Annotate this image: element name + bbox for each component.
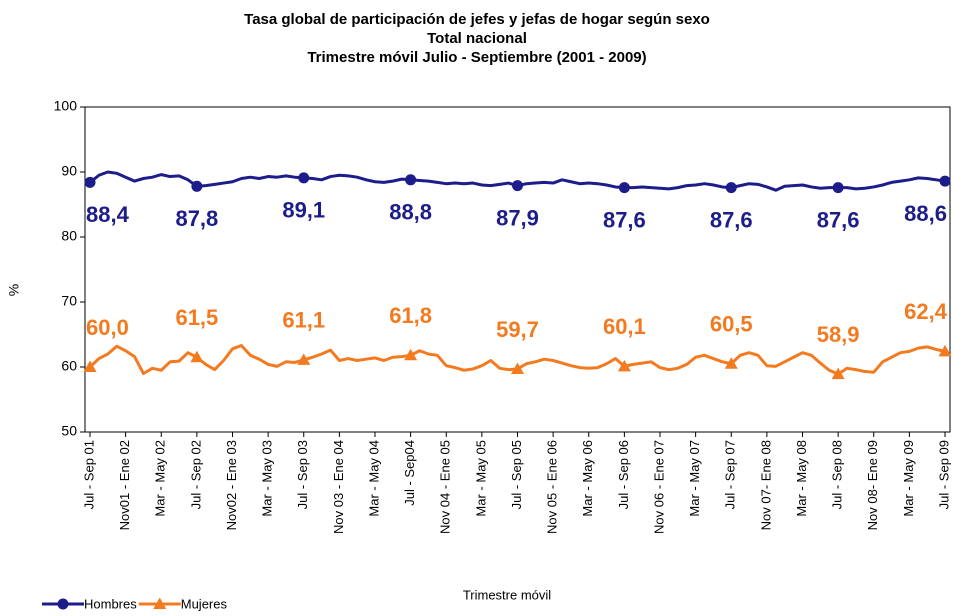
x-tick-label: Nov 08- Ene 09 [865,440,880,530]
x-tick-label: Jul - Sep 08 [830,440,845,509]
data-point [191,180,203,192]
data-point [190,350,204,363]
x-tick-label: Mar - May 05 [473,440,488,517]
chart-title: Tasa global de participación de jefes y … [244,11,710,28]
legend-label: Mujeres [181,596,228,611]
x-tick-label: Mar - May 06 [580,440,595,517]
data-label: 61,5 [175,305,218,330]
data-label: 61,1 [282,308,325,333]
x-tick-label: Mar - May 03 [260,440,275,517]
data-point [618,182,630,194]
x-tick-label: Nov 05 - Ene 06 [545,440,560,534]
data-point [832,182,844,194]
data-point [404,348,418,361]
x-tick-label: Mar - May 08 [794,440,809,517]
x-tick-label: Nov 03 - Ene 04 [331,440,346,534]
legend-label: Hombres [84,596,137,611]
data-label: 60,0 [86,315,129,340]
data-point [938,344,952,357]
legend-marker [57,598,69,610]
data-point [84,176,96,188]
data-label: 89,1 [282,198,325,223]
x-tick-label: Nov 04 - Ene 05 [438,440,453,534]
data-point [405,174,417,186]
data-point [511,362,524,374]
data-label: 88,4 [86,202,130,227]
x-tick-label: Jul - Sep 09 [936,440,951,509]
x-tick-label: Jul - Sep 01 [81,440,96,509]
x-tick-label: Nov02 - Ene 03 [224,440,239,530]
x-tick-label: Nov 06 - Ene 07 [651,440,666,534]
data-point [831,367,845,380]
data-label: 88,6 [904,201,947,226]
data-label: 88,8 [389,200,432,225]
data-point [617,359,631,372]
data-label: 62,4 [904,299,948,324]
x-tick-label: Jul - Sep 07 [723,440,738,509]
data-label: 61,8 [389,303,432,328]
data-point [939,175,951,187]
x-tick-label: Nov 07- Ene 08 [758,440,773,530]
data-label: 87,8 [175,206,218,231]
x-tick-label: Mar - May 07 [687,440,702,517]
x-tick-label: Mar - May 09 [901,440,916,517]
y-tick-label: 80 [61,228,77,244]
data-point [725,182,737,194]
y-tick-label: 90 [61,163,77,179]
legend-marker [153,597,167,609]
data-point [83,360,97,372]
x-tick-label: Mar - May 02 [153,440,168,517]
data-point [724,357,738,369]
y-tick-label: 50 [61,423,77,439]
data-label: 60,5 [710,312,753,337]
y-axis-label: % [6,284,22,296]
data-point [298,172,310,184]
y-tick-label: 100 [54,98,78,114]
x-tick-label: Jul - Sep 05 [509,440,524,509]
x-tick-label: Mar - May 04 [366,440,381,517]
x-axis-label: Trimestre móvil [463,587,551,602]
data-label: 87,6 [710,207,753,232]
x-tick-label: Jul - Sep 02 [188,440,203,509]
data-label: 59,7 [496,317,539,342]
data-point [512,180,523,192]
data-point [297,353,311,365]
x-tick-label: Jul - Sep 03 [295,440,310,509]
chart-subtitle: Total nacional [427,30,527,47]
x-tick-label: Nov01 - Ene 02 [117,440,132,530]
y-tick-label: 70 [61,293,77,309]
plot-frame [84,106,951,433]
data-label: 87,6 [817,207,860,232]
data-label: 58,9 [817,322,860,347]
x-tick-label: Jul - Sep 06 [616,440,631,509]
data-label: 87,6 [603,207,646,232]
x-tick-label: Jul - Sep04 [402,440,417,506]
chart-subtitle: Trimestre móvil Julio - Septiembre (2001… [307,49,646,66]
y-tick-label: 60 [61,358,77,374]
data-label: 87,9 [496,205,539,230]
data-label: 60,1 [603,314,646,339]
